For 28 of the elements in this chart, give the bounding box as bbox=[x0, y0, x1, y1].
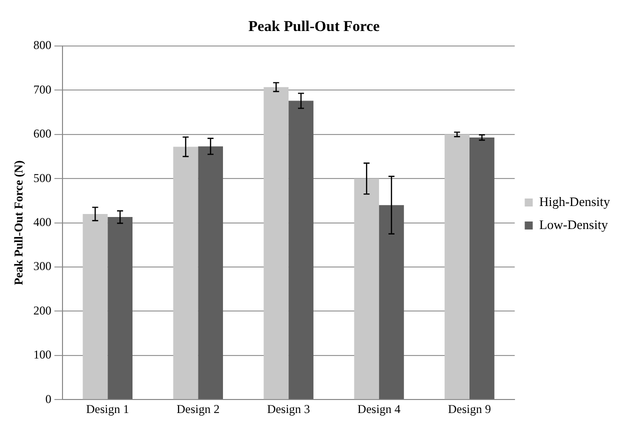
bar bbox=[82, 214, 108, 400]
y-tick-label: 200 bbox=[33, 303, 52, 318]
legend-label: High-Density bbox=[539, 194, 610, 209]
y-tick-label: 700 bbox=[33, 82, 52, 96]
bar bbox=[264, 87, 289, 400]
y-axis-title: Peak Pull-Out Force (N) bbox=[11, 160, 26, 286]
y-tick-label: 0 bbox=[45, 392, 52, 406]
bar bbox=[444, 134, 470, 400]
x-tick-label: Design 2 bbox=[176, 402, 220, 416]
bar bbox=[173, 146, 198, 400]
bar bbox=[198, 146, 223, 400]
legend-label: Low-Density bbox=[539, 216, 608, 232]
x-tick-label: Design 1 bbox=[86, 402, 130, 416]
x-tick-label: Design 3 bbox=[267, 402, 310, 416]
bar bbox=[469, 137, 494, 400]
y-tick-label: 100 bbox=[33, 348, 52, 362]
bar bbox=[379, 205, 404, 400]
bar bbox=[354, 178, 380, 400]
y-tick-label: 600 bbox=[33, 126, 52, 141]
y-tick-label: 500 bbox=[33, 170, 52, 185]
y-tick-label: 300 bbox=[33, 259, 52, 274]
chart-title: Peak Pull-Out Force bbox=[248, 18, 380, 35]
bar bbox=[108, 217, 133, 400]
bar bbox=[288, 100, 314, 400]
x-tick-label: Design 9 bbox=[448, 402, 491, 416]
x-tick-label: Design 4 bbox=[358, 402, 401, 416]
y-tick-label: 800 bbox=[33, 38, 52, 52]
y-tick-label: 400 bbox=[33, 214, 52, 229]
